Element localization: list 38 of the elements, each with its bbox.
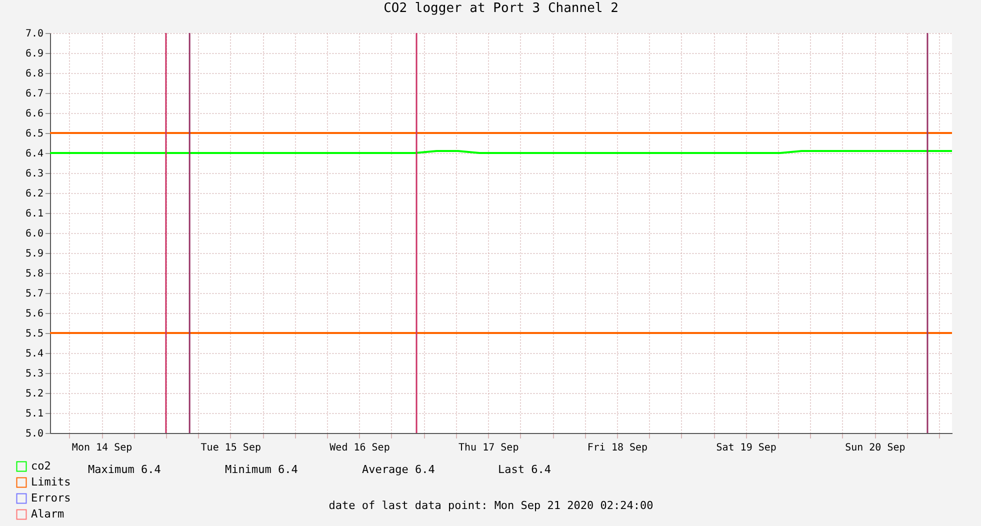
y-tick-label: 6.1 — [25, 208, 44, 220]
y-tick-label: 5.2 — [25, 388, 44, 400]
y-tick-label: 5.6 — [25, 308, 44, 320]
text: Minimum 6.4 — [225, 463, 298, 476]
y-tick-label: 6.4 — [25, 148, 44, 160]
text: Last 6.4 — [498, 463, 552, 476]
y-tick-label: 6.7 — [25, 88, 44, 100]
y-tick-label: 5.7 — [25, 288, 44, 300]
y-tick-label: 6.8 — [25, 68, 44, 80]
chart-title: CO2 logger at Port 3 Channel 2 — [384, 1, 618, 16]
legend-label: Limits — [31, 476, 71, 488]
x-tick-label: Sun 20 Sep — [845, 442, 906, 454]
y-tick-label: 5.1 — [25, 408, 44, 420]
y-tick-label: 7.0 — [25, 28, 44, 40]
y-tick-label: 5.8 — [25, 268, 44, 280]
y-tick-label: 6.2 — [25, 188, 44, 200]
y-tick-label: 5.0 — [25, 428, 44, 440]
y-tick-label: 5.9 — [25, 248, 44, 260]
y-tick-label: 5.5 — [25, 328, 44, 340]
y-tick-label: 6.9 — [25, 48, 44, 60]
x-tick-label: Thu 17 Sep — [458, 442, 519, 454]
y-tick-label: 6.6 — [25, 108, 44, 120]
y-tick-label: 6.0 — [25, 228, 44, 240]
x-tick-label: Tue 15 Sep — [200, 442, 262, 454]
x-tick-label: Mon 14 Sep — [72, 442, 132, 454]
legend-label: Errors — [31, 492, 71, 504]
x-tick-label: Fri 18 Sep — [587, 442, 648, 454]
y-tick-label: 5.3 — [25, 368, 44, 380]
y-tick-label: 5.4 — [25, 348, 44, 360]
x-tick-label: Wed 16 Sep — [330, 442, 390, 454]
text: Average 6.4 — [362, 463, 436, 476]
x-tick-label: Sat 19 Sep — [716, 442, 776, 454]
y-tick-label: 6.5 — [25, 128, 44, 140]
text: date of last data point: Mon Sep 21 2020 02:24:00 — [328, 499, 654, 512]
y-tick-label: 6.3 — [25, 168, 44, 180]
legend-label: co2 — [31, 460, 51, 472]
text: Maximum 6.4 — [88, 463, 162, 476]
legend-label: Alarm — [31, 508, 64, 520]
